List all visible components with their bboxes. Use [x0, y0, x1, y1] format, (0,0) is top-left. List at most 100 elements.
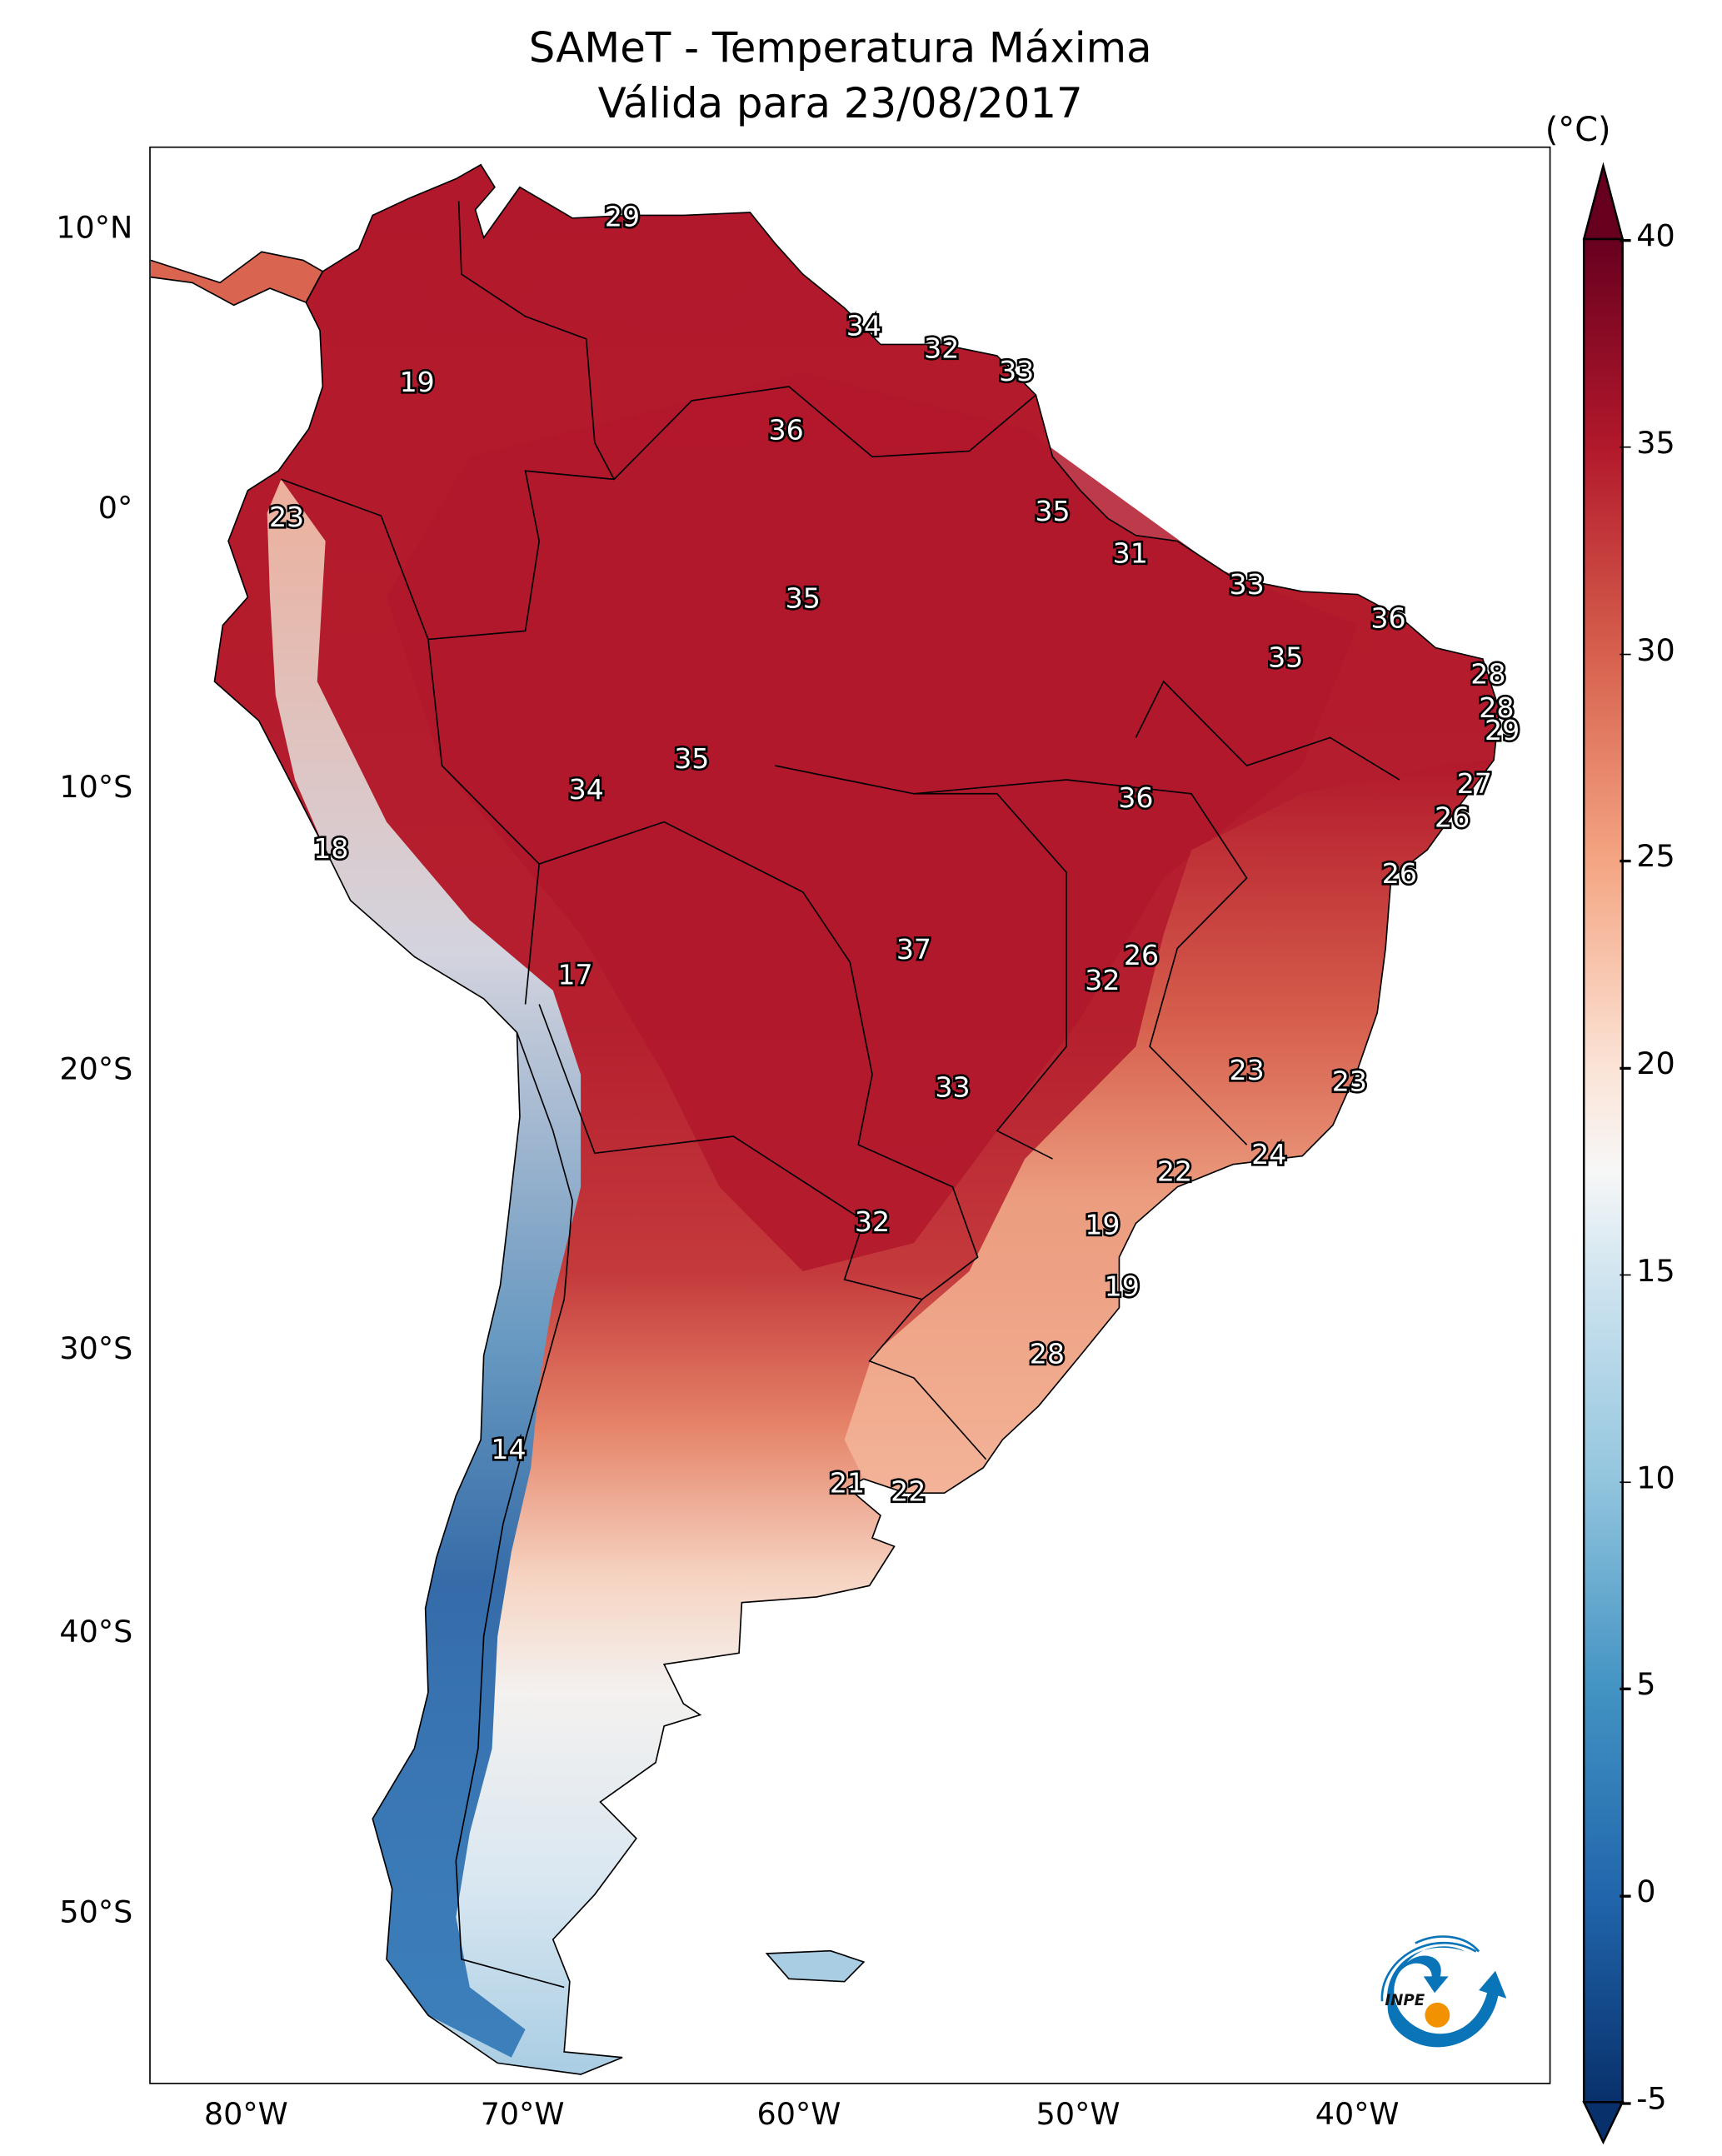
colorbar-tick-label: 15: [1636, 1255, 1675, 1290]
border-brazil-states-2: [775, 765, 1067, 1160]
station-temperature-label: 36: [1118, 781, 1153, 814]
colorbar-tick-mark: [1620, 1274, 1631, 1276]
station-temperature-label: 36: [1370, 601, 1405, 634]
inpe-logo: INPE: [1380, 1935, 1507, 2048]
station-temperature-label: 14: [491, 1433, 526, 1465]
border-brazil-states-1: [913, 779, 1248, 1145]
land-layer: [150, 164, 1500, 2074]
x-tick-label: 80°W: [203, 2098, 288, 2133]
central-america-land: [150, 252, 323, 306]
station-temperature-label: 35: [674, 742, 709, 775]
station-temperature-label: 35: [786, 582, 821, 615]
station-temperature-label: 36: [769, 413, 804, 446]
chart-title: SAMeT - Temperatura Máxima: [528, 24, 1152, 73]
coastline: [213, 163, 1500, 2075]
station-temperature-label: 21: [830, 1467, 865, 1500]
colorbar-tick-label: 10: [1636, 1461, 1675, 1497]
logo-text: INPE: [1385, 1992, 1425, 2009]
station-temperature-label: 35: [1268, 641, 1303, 674]
station-temperature-label: 33: [999, 355, 1034, 387]
border-brazil-northwest: [427, 386, 1036, 1005]
central-america-coastline: [150, 251, 324, 307]
border-brazil-states-3: [1135, 680, 1400, 781]
station-temperature-label: 29: [605, 200, 640, 232]
station-temperature-label: 19: [1085, 1208, 1120, 1240]
border-colombia-venezuela: [457, 201, 615, 480]
station-temperature-label: 37: [896, 933, 931, 966]
colorbar-tick-mark: [1620, 860, 1631, 862]
x-tick-label: 60°W: [756, 2098, 841, 2133]
logo-dot: [1425, 2002, 1450, 2028]
logo-swirl: [1387, 1946, 1507, 2048]
x-tick-label: 40°W: [1315, 2098, 1400, 2133]
colorbar-tick-mark: [1620, 652, 1631, 656]
station-temperature-label: 18: [313, 832, 348, 865]
map-axes: 29 19 34 32 33 36 23 35 31 35 33 36 35 28 28 29 35 34 36 27…: [149, 146, 1551, 2084]
colorbar-tick-mark: [1620, 446, 1631, 448]
border-chile-argentina: [455, 1031, 573, 1989]
y-tick-label: 20°S: [59, 1053, 133, 1088]
y-tick-label: 10°N: [56, 211, 133, 247]
y-tick-label: 40°S: [59, 1615, 133, 1650]
station-temperature-label: 26: [1435, 801, 1470, 834]
station-temperature-label: 22: [1157, 1155, 1192, 1187]
colorbar-tick-label: 20: [1636, 1047, 1675, 1083]
colorbar-body: [1582, 237, 1624, 2104]
station-temperature-label: 28: [1479, 691, 1514, 724]
station-temperature-label: 33: [1229, 568, 1264, 601]
colorbar-tick-label: 35: [1636, 427, 1675, 462]
colorbar-tick-label: -5: [1636, 2083, 1667, 2118]
y-tick-label: 10°S: [59, 771, 133, 806]
station-temperature-label: 35: [1035, 495, 1070, 527]
station-temperature-label: 23: [1229, 1054, 1264, 1086]
y-tick-label: 50°S: [59, 1896, 133, 1931]
colorbar-tick-mark: [1620, 239, 1631, 242]
station-temperature-label: 17: [557, 958, 592, 991]
station-temperature-label: 32: [855, 1205, 890, 1238]
hot-core-region: [387, 372, 1358, 1271]
x-tick-label: 50°W: [1036, 2098, 1121, 2133]
station-temperature-label: 19: [400, 366, 435, 398]
station-temperature-label: 27: [1457, 767, 1492, 800]
border-layer: [150, 163, 1500, 2075]
colorbar-tick-mark: [1620, 1688, 1631, 1690]
colorbar-extend-max: [1582, 162, 1625, 241]
station-temperature-label: 24: [1251, 1138, 1286, 1170]
station-temperature-label: 31: [1113, 537, 1148, 570]
station-temperature-label: 26: [1382, 857, 1417, 890]
colorbar-tick-mark: [1620, 1066, 1631, 1070]
station-temperature-label: 26: [1124, 939, 1159, 971]
border-ecuador-peru-colombia: [281, 478, 429, 640]
station-temperature-label: 33: [935, 1071, 970, 1103]
station-temperature-label: 19: [1105, 1270, 1140, 1303]
logo-swirl-outline: [1380, 1935, 1480, 2002]
colorbar-tick-mark: [1620, 1480, 1631, 1484]
border-bolivia-paraguay: [538, 1004, 923, 1300]
y-tick-label: 0°: [97, 492, 133, 527]
station-temperature-label: 29: [1485, 714, 1520, 746]
station-temperature-label: 22: [891, 1475, 926, 1508]
colorbar-unit-label: (°C): [1545, 110, 1611, 150]
colorbar-tick-label: 0: [1636, 1875, 1656, 1911]
station-temperature-label: 28: [1470, 658, 1505, 691]
colorbar-tick-label: 5: [1636, 1669, 1656, 1704]
colorbar-tick-label: 40: [1636, 219, 1675, 255]
station-temperature-label: 23: [1332, 1065, 1367, 1097]
y-tick-label: 30°S: [59, 1332, 133, 1367]
station-temperature-label: 34: [569, 773, 604, 806]
falkland-islands: [765, 1949, 866, 1983]
station-temperature-label: 32: [924, 332, 959, 365]
colorbar-tick-mark: [1620, 1894, 1631, 1898]
station-temperature-label: 34: [846, 310, 881, 342]
colorbar-extend-min: [1582, 2101, 1625, 2145]
chart-subtitle: Válida para 23/08/2017: [597, 80, 1083, 129]
colorbar-tick-label: 25: [1636, 841, 1675, 876]
east-coast-region: [844, 760, 1491, 1494]
colorbar-tick-mark: [1620, 2102, 1631, 2104]
border-brazil-southwest: [538, 821, 987, 1460]
station-temperature-label: 32: [1085, 964, 1120, 996]
colorbar: [1582, 162, 1625, 2145]
